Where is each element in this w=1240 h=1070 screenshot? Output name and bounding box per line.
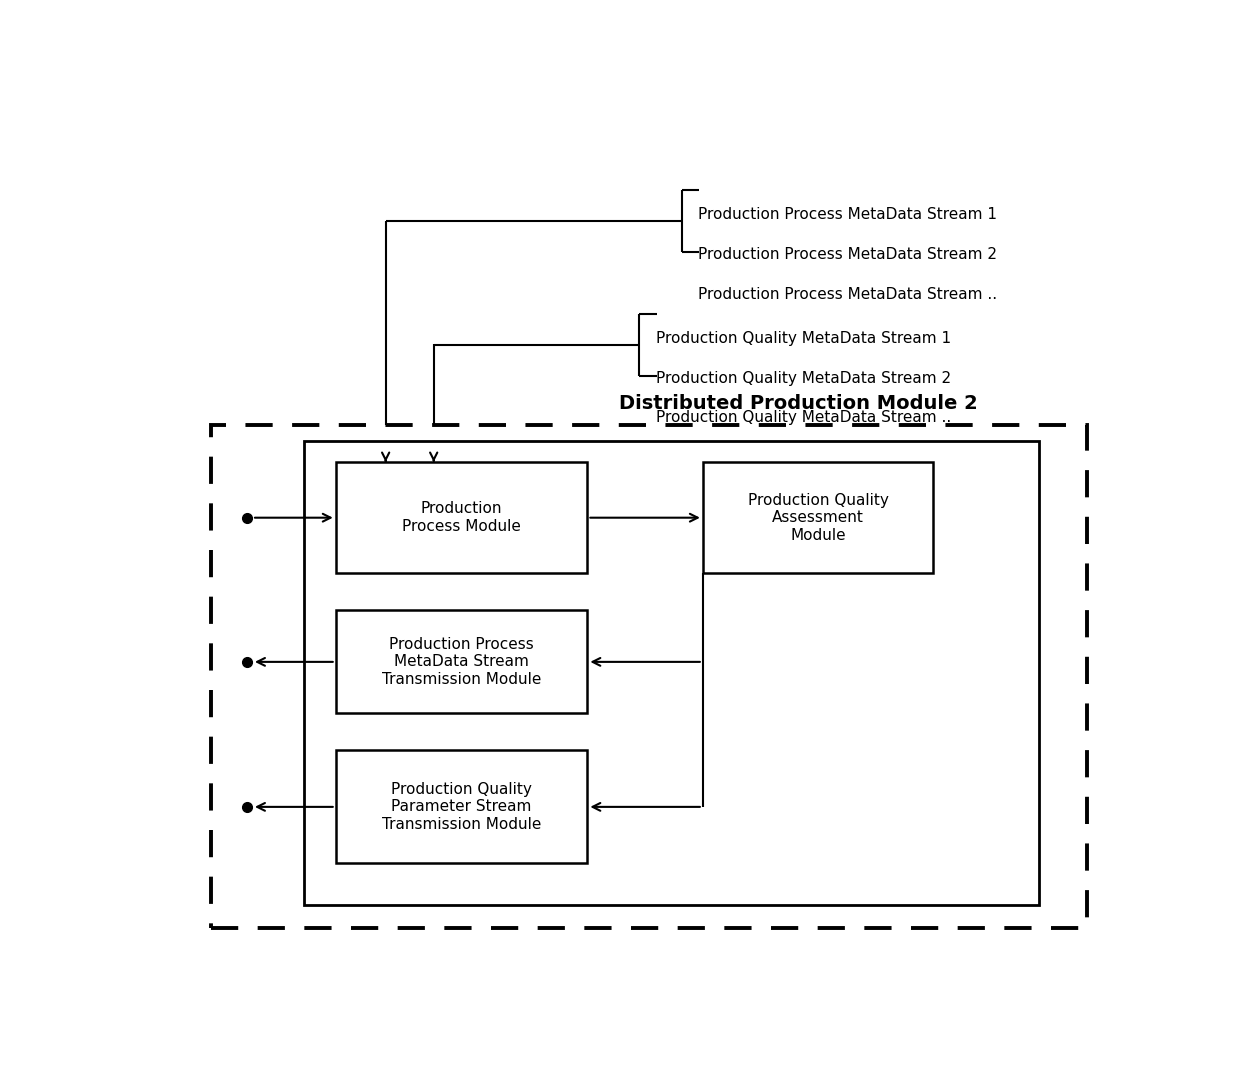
Text: Distributed Production Module 2: Distributed Production Module 2 — [620, 394, 978, 413]
Bar — [703, 462, 934, 574]
Bar — [336, 610, 588, 714]
Bar — [336, 462, 588, 574]
Text: Production Process MetaData Stream 2: Production Process MetaData Stream 2 — [698, 247, 997, 262]
Text: Production Process
MetaData Stream
Transmission Module: Production Process MetaData Stream Trans… — [382, 637, 541, 687]
Bar — [211, 425, 1087, 928]
Text: Production
Process Module: Production Process Module — [402, 502, 521, 534]
Bar — [304, 442, 1039, 904]
Text: Production Process MetaData Stream 1: Production Process MetaData Stream 1 — [698, 208, 997, 223]
Text: Production Quality MetaData Stream 1: Production Quality MetaData Stream 1 — [656, 331, 951, 346]
Text: Production Process MetaData Stream ..: Production Process MetaData Stream .. — [698, 287, 997, 302]
Bar — [336, 750, 588, 863]
Text: Production Quality MetaData Stream ..: Production Quality MetaData Stream .. — [656, 410, 951, 425]
Text: Production Quality MetaData Stream 2: Production Quality MetaData Stream 2 — [656, 370, 951, 385]
Text: Production Quality
Parameter Stream
Transmission Module: Production Quality Parameter Stream Tran… — [382, 782, 541, 831]
Text: Production Quality
Assessment
Module: Production Quality Assessment Module — [748, 493, 889, 542]
